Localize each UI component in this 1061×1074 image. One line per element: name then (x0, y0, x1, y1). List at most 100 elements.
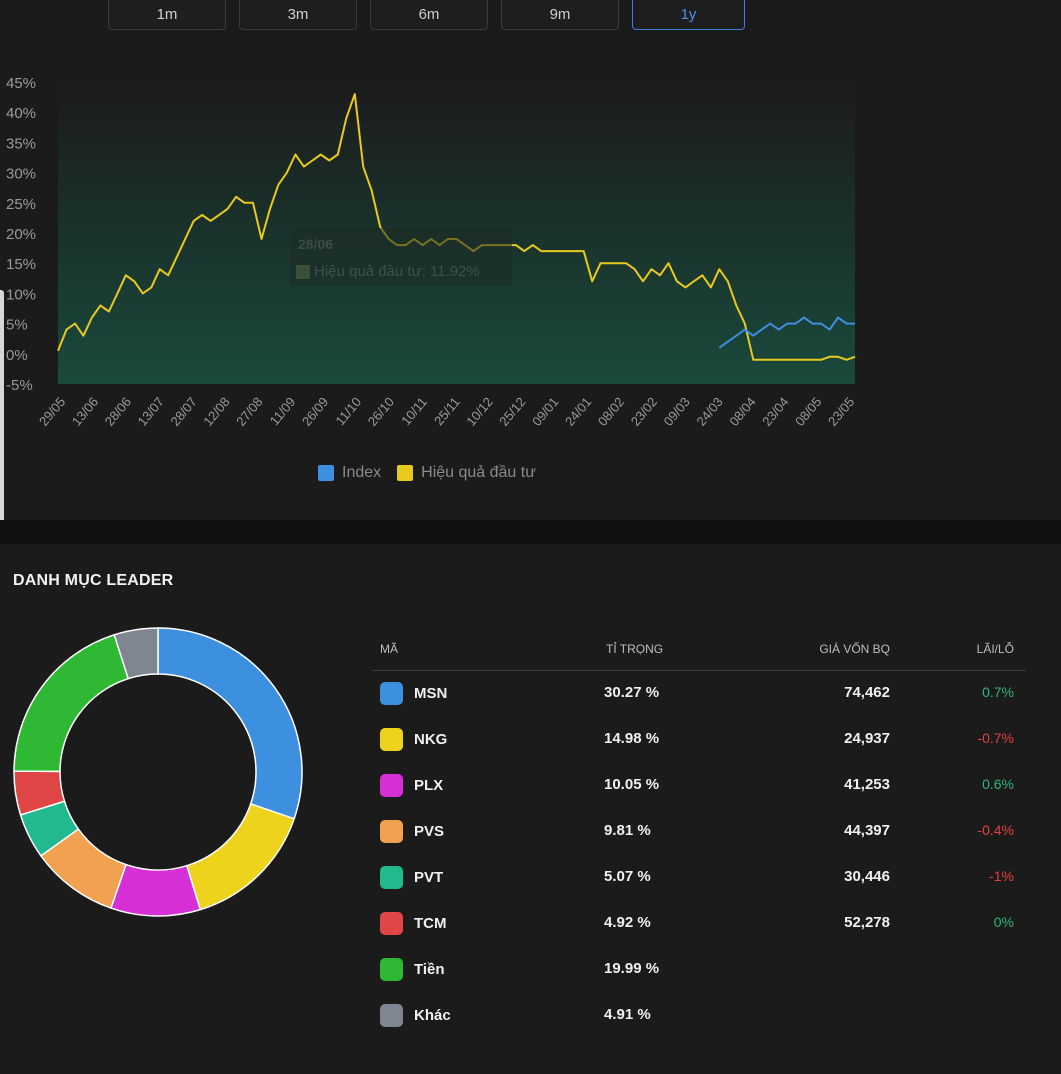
x-tick-label: 11/10 (332, 394, 364, 428)
table-row[interactable]: Tiền 19.99 % (372, 947, 1026, 993)
row-code: Khác (414, 1007, 451, 1024)
x-tick-label: 24/03 (693, 394, 725, 429)
row-color-swatch (380, 820, 403, 843)
y-tick-label: 35% (6, 135, 36, 152)
legend-item-index[interactable]: Index (318, 464, 381, 482)
series-line-index (718, 316, 855, 349)
performance-line-chart[interactable]: 45%40%35%30%25%20%15%10%5%0%-5%29/05 13/0… (0, 60, 880, 460)
x-tick-label: 24/01 (562, 394, 594, 429)
x-tick-label: 11/09 (267, 394, 299, 428)
table-body: MSN 30.27 % 74,462 0.7% NKG 14.98 % 24,937 -0.7… (372, 671, 1026, 1039)
portfolio-panel: DANH MỤC LEADER MÃ TỈ TRỌNG GIÁ VỐN BQ L… (0, 544, 1061, 1074)
x-tick-label: 25/12 (496, 394, 528, 429)
x-tick-label: 09/01 (529, 394, 561, 429)
scroll-handle[interactable] (0, 290, 4, 630)
table-header: MÃ TỈ TRỌNG GIÁ VỐN BQ LÃI/LỖ (372, 630, 1026, 671)
legend-swatch-index (318, 465, 334, 481)
row-weight: 5.07 % (604, 868, 651, 885)
allocation-donut-chart[interactable] (10, 624, 306, 920)
x-tick-label: 23/02 (628, 394, 660, 429)
x-tick-label: 09/03 (661, 394, 693, 429)
y-tick-label: 0% (6, 347, 28, 364)
range-tabs: 1m 3m 6m 9m 1y (108, 0, 758, 30)
x-tick-label: 12/08 (200, 394, 232, 429)
donut-slice-plx[interactable] (109, 863, 202, 917)
row-weight: 30.27 % (604, 684, 660, 701)
row-cost: 74,462 (844, 684, 890, 701)
row-code: MSN (414, 685, 448, 702)
y-tick-label: 5% (6, 317, 28, 334)
x-tick-label: 08/04 (726, 394, 758, 429)
col-cost: GIÁ VỐN BQ (819, 642, 890, 656)
row-pl: 0.7% (982, 684, 1014, 700)
row-color-swatch (380, 866, 403, 889)
table-row[interactable]: Khác 4.91 % (372, 993, 1026, 1039)
y-tick-label: 45% (6, 75, 36, 92)
donut-slice-nkg[interactable] (185, 802, 296, 911)
table-row[interactable]: TCM 4.92 % 52,278 0% (372, 901, 1026, 947)
row-pl: 0% (993, 914, 1014, 930)
portfolio-title: DANH MỤC LEADER (13, 572, 174, 589)
chart-legend: Index Hiệu quả đầu tư (318, 464, 552, 482)
tooltip-row: Hiệu quả đầu tư: 11.92% (296, 263, 480, 280)
holdings-table: MÃ TỈ TRỌNG GIÁ VỐN BQ LÃI/LỖ MSN 30.27 %… (372, 630, 1026, 1039)
row-weight: 14.98 % (604, 730, 660, 747)
row-code: PVT (414, 869, 444, 886)
row-weight: 9.81 % (604, 822, 651, 839)
legend-item-performance[interactable]: Hiệu quả đầu tư (397, 464, 536, 482)
x-tick-label: 28/07 (167, 394, 199, 429)
donut-slice-tiền[interactable] (13, 633, 130, 773)
row-color-swatch (380, 682, 403, 705)
y-tick-label: 30% (6, 166, 36, 183)
row-weight: 4.91 % (604, 1006, 651, 1023)
table-row[interactable]: NKG 14.98 % 24,937 -0.7% (372, 717, 1026, 763)
x-tick-label: 08/02 (595, 394, 627, 429)
chart-tooltip: 28/06 Hiệu quả đầu tư: 11.92% (290, 228, 512, 286)
x-tick-label: 10/12 (463, 394, 495, 429)
row-color-swatch (380, 958, 403, 981)
row-weight: 4.92 % (604, 914, 651, 931)
tab-9m[interactable]: 9m (501, 0, 619, 30)
y-tick-label: 20% (6, 226, 36, 243)
row-code: PLX (414, 777, 444, 794)
row-code: PVS (414, 823, 445, 840)
x-tick-label: 08/05 (792, 394, 824, 429)
row-pl: -0.4% (977, 822, 1014, 838)
x-tick-label: 23/04 (759, 394, 791, 429)
row-pl: 0.6% (982, 776, 1014, 792)
tab-6m[interactable]: 6m (370, 0, 488, 30)
table-row[interactable]: MSN 30.27 % 74,462 0.7% (372, 671, 1026, 717)
x-tick-label: 26/10 (365, 394, 397, 429)
section-divider (0, 520, 1061, 544)
row-code: NKG (414, 731, 448, 748)
row-cost: 24,937 (844, 730, 890, 747)
row-pl: -1% (989, 868, 1014, 884)
x-tick-label: 23/05 (825, 394, 857, 429)
tab-1y[interactable]: 1y (632, 0, 745, 30)
tooltip-date: 28/06 (298, 236, 334, 252)
col-weight: TỈ TRỌNG (606, 642, 664, 656)
y-tick-label: 15% (6, 256, 36, 273)
row-cost: 52,278 (844, 914, 890, 931)
tooltip-swatch (296, 264, 310, 279)
row-weight: 10.05 % (604, 776, 660, 793)
x-tick-label: 28/06 (102, 394, 134, 429)
table-row[interactable]: PVT 5.07 % 30,446 -1% (372, 855, 1026, 901)
table-row[interactable]: PLX 10.05 % 41,253 0.6% (372, 763, 1026, 809)
x-tick-label: 10/11 (398, 394, 430, 428)
table-row[interactable]: PVS 9.81 % 44,397 -0.4% (372, 809, 1026, 855)
row-pl: -0.7% (977, 730, 1014, 746)
row-color-swatch (380, 1004, 403, 1027)
y-tick-label: -5% (6, 377, 33, 394)
donut-slice-msn[interactable] (157, 627, 303, 820)
x-tick-label: 25/11 (431, 394, 463, 428)
row-color-swatch (380, 774, 403, 797)
donut-slice-khác[interactable] (113, 627, 159, 680)
tooltip-label: Hiệu quả đầu tư: 11.92% (314, 263, 480, 280)
col-pl: LÃI/LỖ (976, 642, 1014, 656)
tab-1m[interactable]: 1m (108, 0, 226, 30)
y-tick-label: 10% (6, 286, 36, 303)
x-tick-label: 27/08 (233, 394, 265, 429)
x-tick-label: 26/09 (299, 394, 331, 429)
tab-3m[interactable]: 3m (239, 0, 357, 30)
